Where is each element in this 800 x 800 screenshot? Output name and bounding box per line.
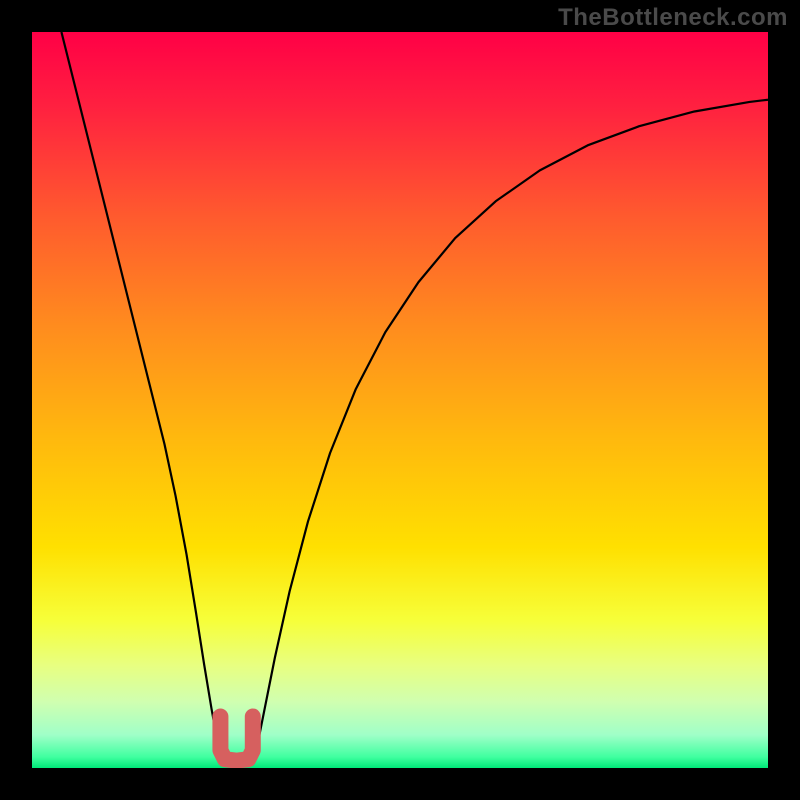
chart-frame: TheBottleneck.com <box>0 0 800 800</box>
watermark-label: TheBottleneck.com <box>558 4 788 32</box>
plot-area <box>32 32 768 768</box>
heat-gradient-background <box>32 32 768 768</box>
